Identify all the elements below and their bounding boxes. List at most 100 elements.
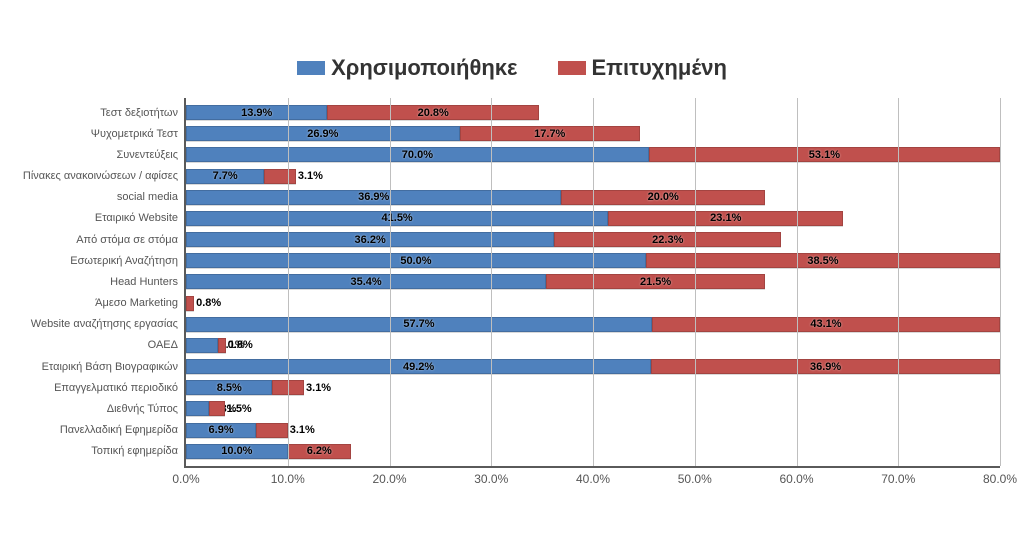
category-label: Πανελλαδική Εφημερίδα <box>60 424 186 436</box>
x-tick-label: 40.0% <box>576 466 610 486</box>
gridline <box>593 98 594 466</box>
gridline <box>288 98 289 466</box>
bar-segment-success: 38.5% <box>646 253 1000 268</box>
bar-value-used: 6.9% <box>209 424 234 436</box>
bar-value-used: 35.4% <box>350 276 381 288</box>
category-label: Ψυχομετρικά Τεστ <box>91 128 186 140</box>
category-label: Τεστ δεξιοτήτων <box>100 107 186 119</box>
bar-value-success: 3.1% <box>306 382 331 394</box>
bar-segment-used: 2.3% <box>186 401 209 416</box>
bar-value-success: 23.1% <box>710 212 741 224</box>
bar-value-used: 57.7% <box>403 318 434 330</box>
gridline <box>797 98 798 466</box>
bar-value-used: 36.9% <box>358 191 389 203</box>
bar-value-success: 22.3% <box>652 234 683 246</box>
bar-segment-success: 0.8% <box>186 296 194 311</box>
plot-area: Τεστ δεξιοτήτων13.9%20.8%Ψυχομετρικά Τεσ… <box>184 98 1000 468</box>
legend-item-used: Χρησιμοποιήθηκε <box>297 55 517 81</box>
bar-segment-success: 6.2% <box>288 444 351 459</box>
category-label: Άμεσο Marketing <box>95 297 186 309</box>
x-tick-label: 60.0% <box>779 466 813 486</box>
bar-segment-success: 22.3% <box>554 232 781 247</box>
bar-value-success: 6.2% <box>307 445 332 457</box>
bar-value-success: 53.1% <box>809 149 840 161</box>
category-label: Τοπική εφημερίδα <box>91 445 186 457</box>
bar-segment-success: 17.7% <box>460 126 640 141</box>
bar-value-success: 20.0% <box>648 191 679 203</box>
category-label: Εσωτερική Αναζήτηση <box>70 255 186 267</box>
bar-segment-used: 36.2% <box>186 232 554 247</box>
bar-segment-success: 36.9% <box>651 359 1000 374</box>
x-tick-label: 10.0% <box>271 466 305 486</box>
x-tick-label: 50.0% <box>678 466 712 486</box>
category-label: Από στόμα σε στόμα <box>76 234 186 246</box>
bar-segment-success: 53.1% <box>649 147 1000 162</box>
bar-segment-success: 1.5% <box>209 401 224 416</box>
x-tick-label: 80.0% <box>983 466 1017 486</box>
category-label: Διεθνής Τύπος <box>107 403 186 415</box>
x-tick-label: 70.0% <box>881 466 915 486</box>
legend-swatch-success <box>558 61 586 75</box>
gridline <box>695 98 696 466</box>
bar-value-success: 0.8% <box>196 297 221 309</box>
legend-item-success: Επιτυχημένη <box>558 55 727 81</box>
bar-segment-used: 70.0% <box>186 147 649 162</box>
bar-segment-used: 3.1% <box>186 338 218 353</box>
bar-segment-used: 13.9% <box>186 105 327 120</box>
x-tick-label: 20.0% <box>372 466 406 486</box>
bar-value-success: 3.1% <box>298 170 323 182</box>
category-label: Head Hunters <box>110 276 186 288</box>
bar-segment-success: 20.0% <box>561 190 765 205</box>
legend-label-success: Επιτυχημένη <box>592 55 727 81</box>
category-label: social media <box>117 191 186 203</box>
bar-value-success: 0.8% <box>228 339 253 351</box>
bar-value-success: 38.5% <box>807 255 838 267</box>
category-label: Πίνακες ανακοινώσεων / αφίσες <box>23 170 186 182</box>
bar-value-used: 26.9% <box>307 128 338 140</box>
bar-value-success: 21.5% <box>640 276 671 288</box>
bar-value-success: 1.5% <box>227 403 252 415</box>
legend-label-used: Χρησιμοποιήθηκε <box>331 55 517 81</box>
bar-value-success: 17.7% <box>534 128 565 140</box>
bar-segment-used: 6.9% <box>186 423 256 438</box>
category-label: Εταιρική Βάση Βιογραφικών <box>42 361 186 373</box>
bar-value-used: 41.5% <box>382 212 413 224</box>
bar-value-success: 20.8% <box>418 107 449 119</box>
bar-value-used: 10.0% <box>221 445 252 457</box>
bar-segment-success: 43.1% <box>652 317 1000 332</box>
category-label: Website αναζήτησης εργασίας <box>31 318 186 330</box>
bar-value-success: 36.9% <box>810 361 841 373</box>
gridline <box>898 98 899 466</box>
bar-segment-used: 10.0% <box>186 444 288 459</box>
bar-segment-used: 57.7% <box>186 317 652 332</box>
legend-swatch-used <box>297 61 325 75</box>
bar-value-used: 50.0% <box>400 255 431 267</box>
category-label: Επαγγελματικό περιοδικό <box>54 382 186 394</box>
bar-segment-success: 23.1% <box>608 211 843 226</box>
chart-container: Χρησιμοποιήθηκε Επιτυχημένη Τεστ δεξιοτή… <box>0 0 1024 534</box>
bar-segment-success: 0.8% <box>218 338 226 353</box>
bar-segment-used: 8.5% <box>186 380 272 395</box>
bar-segment-success: 3.1% <box>264 169 296 184</box>
category-label: Εταιρικό Website <box>95 212 186 224</box>
category-label: Συνεντεύξεις <box>116 149 186 161</box>
bar-value-used: 7.7% <box>213 170 238 182</box>
gridline <box>491 98 492 466</box>
bar-segment-used: 26.9% <box>186 126 460 141</box>
legend: Χρησιμοποιήθηκε Επιτυχημένη <box>0 0 1024 91</box>
x-tick-label: 30.0% <box>474 466 508 486</box>
bar-value-used: 13.9% <box>241 107 272 119</box>
bar-segment-success: 20.8% <box>327 105 539 120</box>
bar-value-used: 8.5% <box>217 382 242 394</box>
bar-segment-used: 41.5% <box>186 211 608 226</box>
bar-segment-used: 7.7% <box>186 169 264 184</box>
bar-segment-success: 21.5% <box>546 274 765 289</box>
gridline <box>1000 98 1001 466</box>
bar-value-used: 36.2% <box>355 234 386 246</box>
bar-value-success: 3.1% <box>290 424 315 436</box>
bar-segment-success: 3.1% <box>256 423 288 438</box>
x-tick-label: 0.0% <box>172 466 199 486</box>
bar-segment-used: 49.2% <box>186 359 651 374</box>
bar-segment-used: 50.0% <box>186 253 646 268</box>
category-label: ΟΑΕΔ <box>148 339 186 351</box>
